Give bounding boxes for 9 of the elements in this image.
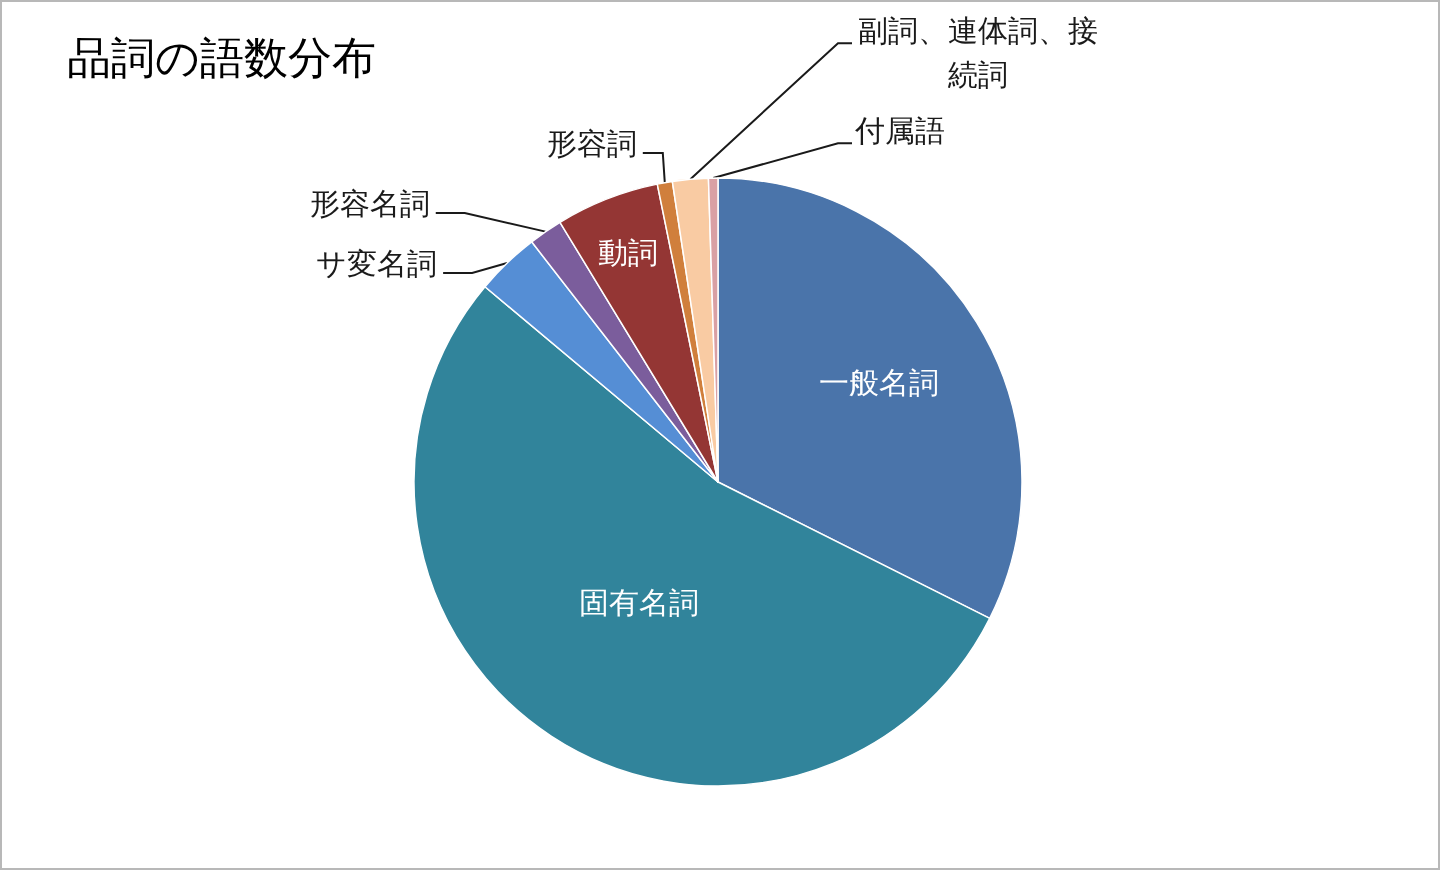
slice-label: 副詞、連体詞、接続詞 (858, 12, 1098, 92)
slice-label: 一般名詞 (819, 365, 940, 400)
slice-label: 動詞 (597, 234, 658, 270)
slice-label: 形容詞 (546, 125, 637, 161)
slice-label: 形容名詞 (309, 185, 430, 221)
slice-label: 固有名詞 (578, 584, 699, 620)
chart-title: 品詞の語数分布 (67, 31, 376, 83)
slice-label: 付属語 (854, 112, 945, 148)
slice-label: サ変名詞 (316, 245, 438, 281)
